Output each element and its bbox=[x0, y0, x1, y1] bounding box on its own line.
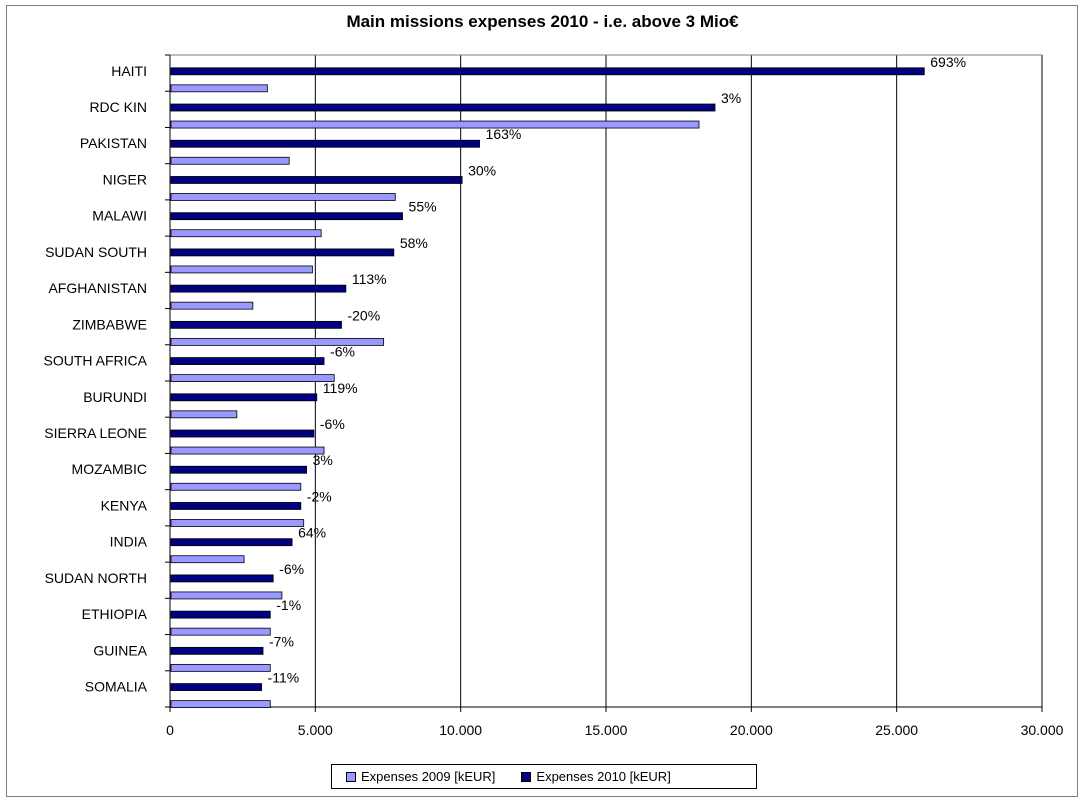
bar-2010 bbox=[170, 212, 403, 221]
data-label: -6% bbox=[320, 416, 345, 432]
bar-2010 bbox=[170, 357, 325, 365]
bar-2009 bbox=[170, 337, 385, 346]
data-label: -11% bbox=[268, 670, 300, 686]
data-label: 163% bbox=[486, 126, 522, 142]
bar-2010 bbox=[170, 320, 342, 329]
data-label: -1% bbox=[276, 597, 301, 613]
bar-2010 bbox=[170, 465, 308, 474]
data-label: 693% bbox=[930, 54, 966, 70]
bar-2010 bbox=[170, 683, 262, 691]
category-label: SOMALIA bbox=[85, 679, 148, 695]
x-tick-label: 10.000 bbox=[439, 722, 482, 738]
category-label: AFGHANISTAN bbox=[48, 280, 147, 296]
category-label: SUDAN NORTH bbox=[45, 570, 147, 586]
bar-2009 bbox=[170, 301, 254, 310]
x-tick-label: 25.000 bbox=[875, 722, 918, 738]
legend-swatch-2009 bbox=[346, 771, 356, 782]
bar-2009 bbox=[170, 193, 396, 201]
bar-2009 bbox=[170, 265, 313, 274]
data-label: 113% bbox=[352, 271, 387, 287]
category-label: SUDAN SOUTH bbox=[45, 244, 147, 260]
x-tick-label: 30.000 bbox=[1021, 722, 1064, 738]
category-label: SOUTH AFRICA bbox=[44, 353, 148, 369]
data-label: 3% bbox=[313, 452, 333, 468]
bar-2010 bbox=[170, 176, 463, 184]
data-label: 58% bbox=[400, 235, 428, 251]
bar-2010 bbox=[170, 393, 318, 402]
bar-2009 bbox=[170, 591, 283, 600]
bar-2009 bbox=[170, 410, 238, 419]
category-label: MALAWI bbox=[92, 208, 147, 224]
x-tick-label: 15.000 bbox=[585, 722, 628, 738]
bar-2009 bbox=[170, 519, 305, 527]
data-label: -2% bbox=[307, 488, 332, 504]
bar-2009 bbox=[170, 446, 325, 455]
bar-2010 bbox=[170, 610, 271, 619]
bar-2010 bbox=[170, 538, 293, 547]
bar-2010 bbox=[170, 248, 395, 257]
legend-item-2010: Expenses 2010 [kEUR] bbox=[521, 769, 671, 784]
bar-2009 bbox=[170, 156, 290, 165]
bar-2009 bbox=[170, 700, 271, 709]
bar-2009 bbox=[170, 120, 700, 129]
data-label: 119% bbox=[323, 380, 358, 396]
data-label: 64% bbox=[298, 525, 326, 541]
x-tick-label: 5.000 bbox=[298, 722, 333, 738]
chart-title: Main missions expenses 2010 - i.e. above… bbox=[346, 12, 739, 31]
bar-2010 bbox=[170, 284, 347, 293]
data-label: -20% bbox=[347, 307, 380, 323]
category-label: RDC KIN bbox=[89, 99, 147, 115]
bar-2010 bbox=[170, 67, 925, 76]
bar-2010 bbox=[170, 502, 302, 510]
bar-2010 bbox=[170, 429, 315, 438]
bar-2009 bbox=[170, 229, 322, 238]
data-label: -6% bbox=[330, 344, 355, 360]
bar-2010 bbox=[170, 574, 274, 583]
category-label: ETHIOPIA bbox=[82, 606, 148, 622]
category-label: GUINEA bbox=[93, 642, 147, 658]
bar-2009 bbox=[170, 627, 271, 636]
data-label: 30% bbox=[468, 162, 496, 178]
legend-item-2009: Expenses 2009 [kEUR] bbox=[346, 769, 495, 784]
bar-2010 bbox=[170, 646, 264, 655]
data-label: 3% bbox=[721, 90, 741, 106]
bar-2010 bbox=[170, 139, 480, 148]
bar-2010 bbox=[170, 103, 716, 112]
x-tick-label: 20.000 bbox=[730, 722, 773, 738]
data-label: -7% bbox=[269, 633, 294, 649]
bar-2009 bbox=[170, 482, 302, 491]
category-label: BURUNDI bbox=[83, 389, 147, 405]
legend-swatch-2010 bbox=[521, 771, 532, 782]
bar-2009 bbox=[170, 84, 268, 93]
category-label: NIGER bbox=[103, 171, 147, 187]
data-label: -6% bbox=[279, 561, 304, 577]
category-label: ZIMBABWE bbox=[72, 316, 147, 332]
x-tick-label: 0 bbox=[166, 722, 174, 738]
bar-2009 bbox=[170, 663, 271, 672]
category-label: INDIA bbox=[110, 534, 148, 550]
category-label: HAITI bbox=[111, 63, 147, 79]
category-label: PAKISTAN bbox=[80, 135, 147, 151]
data-label: 55% bbox=[409, 199, 437, 215]
category-label: SIERRA LEONE bbox=[44, 425, 147, 441]
bar-2009 bbox=[170, 374, 335, 383]
category-label: MOZAMBIC bbox=[72, 461, 147, 477]
bar-2009 bbox=[170, 555, 245, 564]
category-label: KENYA bbox=[101, 497, 148, 513]
legend: Expenses 2009 [kEUR] Expenses 2010 [kEUR… bbox=[331, 764, 757, 789]
legend-label-2009: Expenses 2009 [kEUR] bbox=[361, 769, 496, 784]
legend-label-2010: Expenses 2010 [kEUR] bbox=[536, 769, 671, 784]
